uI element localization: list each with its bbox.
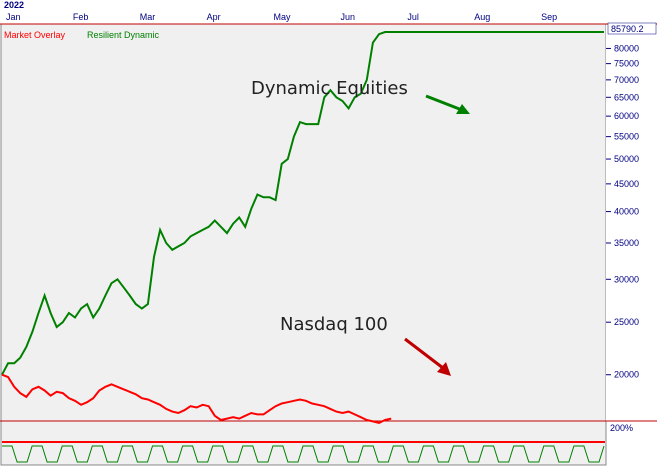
x-tick-label-apr: Apr bbox=[207, 12, 221, 22]
lower-indicator bbox=[2, 445, 605, 463]
x-tick-label-sep: Sep bbox=[541, 12, 557, 22]
legend-market-overlay: Market Overlay bbox=[4, 30, 66, 40]
lower-panel-label: 200% bbox=[610, 423, 633, 433]
y-tick-label-20000: 20000 bbox=[614, 370, 639, 380]
y-tick-label-35000: 35000 bbox=[614, 238, 639, 248]
arrow-dynamic-equities bbox=[425, 94, 463, 112]
arrowhead-nasdaq-100 bbox=[437, 362, 451, 376]
series-line-market-overlay bbox=[1, 373, 392, 424]
y-tick-label-55000: 55000 bbox=[614, 132, 639, 142]
arrowhead-dynamic-equities bbox=[456, 104, 470, 114]
y-tick-label-30000: 30000 bbox=[614, 274, 639, 284]
legend-resilient-dynamic: Resilient Dynamic bbox=[87, 30, 160, 40]
y-tick-label-65000: 65000 bbox=[614, 92, 639, 102]
x-tick-label-may: May bbox=[274, 12, 292, 22]
year-label: 2022 bbox=[4, 0, 24, 10]
series-line-resilient-dynamic bbox=[1, 31, 604, 376]
x-tick-label-aug: Aug bbox=[474, 12, 490, 22]
x-tick-label-feb: Feb bbox=[73, 12, 89, 22]
y-tick-label-25000: 25000 bbox=[614, 317, 639, 327]
y-axis-ticks: 20000 25000 30000 35000 40000 45000 50000 55000… bbox=[606, 43, 639, 380]
y-tick-label-70000: 70000 bbox=[614, 75, 639, 85]
y-axis-area bbox=[606, 24, 656, 421]
y-tick-label-75000: 75000 bbox=[614, 59, 639, 69]
y-tick-label-50000: 50000 bbox=[614, 154, 639, 164]
last-value-badge bbox=[607, 22, 657, 35]
x-tick-label-mar: Mar bbox=[140, 12, 156, 22]
x-tick-label-jul: Jul bbox=[407, 12, 419, 22]
last-value-label: 85790.2 bbox=[611, 24, 644, 34]
y-tick-label-80000: 80000 bbox=[614, 43, 639, 53]
x-axis-labels: Jan Feb Mar Apr May Jun Jul Aug Sep bbox=[6, 12, 557, 22]
y-tick-label-40000: 40000 bbox=[614, 207, 639, 217]
lower-indicator-line bbox=[2, 445, 605, 463]
arrow-nasdaq-100 bbox=[404, 337, 444, 370]
main-plot-area bbox=[0, 23, 607, 422]
annotation-nasdaq-100: Nasdaq 100 bbox=[280, 314, 388, 335]
y-tick-label-60000: 60000 bbox=[614, 111, 639, 121]
y-tick-label-45000: 45000 bbox=[614, 179, 639, 189]
x-tick-label-jun: Jun bbox=[340, 12, 355, 22]
annotation-dynamic-equities: Dynamic Equities bbox=[251, 78, 408, 99]
x-tick-label-jan: Jan bbox=[6, 12, 21, 22]
series-group bbox=[1, 31, 604, 424]
